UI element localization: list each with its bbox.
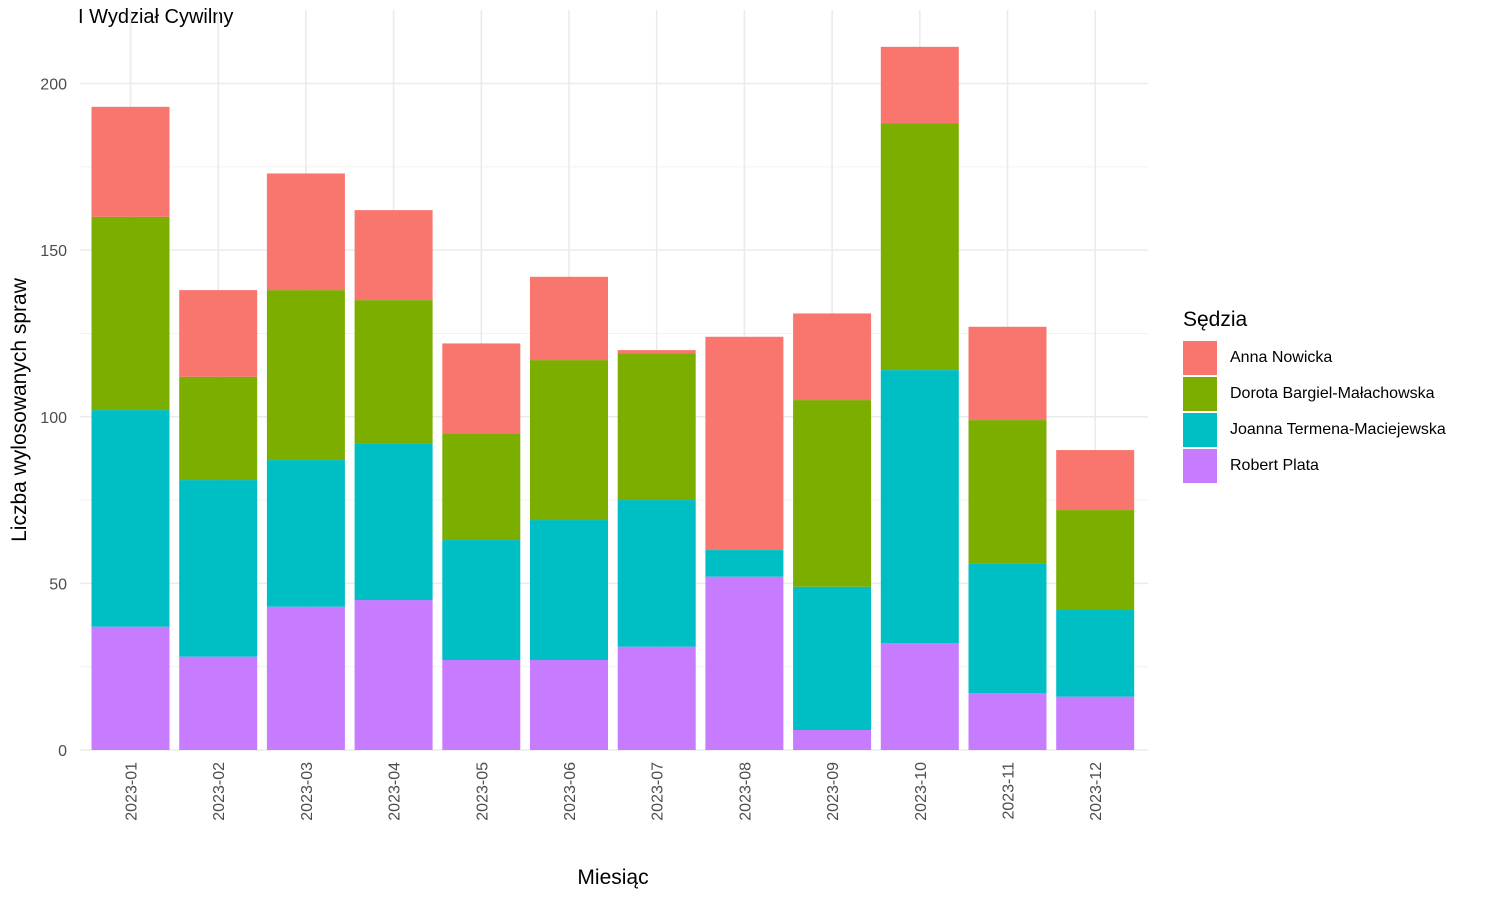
bar-segment [179,376,258,481]
bar-segment [530,520,608,661]
x-axis-ticks: 2023-01 2023-02 2023-03 2023-04 2023-05 2023-… [124,762,1106,821]
x-tick-label: 2023-04 [387,762,404,821]
bar-segment [354,443,433,601]
chart-title: I Wydział Cywilny [78,6,234,28]
bar-segment [968,563,1047,694]
legend-swatch [1183,341,1217,375]
y-tick-label: 200 [40,77,67,94]
x-tick-label: 2023-05 [474,762,491,821]
y-tick-label: 150 [40,243,67,260]
x-tick-label: 2023-11 [1001,762,1018,820]
bar-segment [1056,450,1135,511]
legend-label: Joanna Termena-Maciejewska [1230,421,1446,438]
legend-item: Robert Plata [1183,448,1446,484]
bar-segment [793,730,872,750]
legend-item: Dorota Bargiel-Małachowska [1183,376,1446,412]
bar-segment [1056,510,1135,611]
bar-segment [91,106,170,217]
bar-segment [442,660,521,750]
bar-segment [354,600,433,750]
x-tick-label: 2023-09 [825,762,842,821]
bar-segment [617,353,696,501]
bar-segment [968,326,1047,421]
bar-segment [530,276,608,361]
x-tick-label: 2023-07 [650,762,667,821]
bar-segment [617,646,696,750]
bars [91,46,1135,750]
legend-item: Anna Nowicka [1183,340,1446,376]
x-tick-label: 2023-06 [562,762,579,821]
x-tick-label: 2023-08 [737,762,754,821]
bar-segment [91,626,170,750]
bar-segment [442,433,521,541]
bar-segment [880,123,959,371]
bar-segment [617,350,696,354]
legend-swatch [1183,413,1217,447]
bar-segment [266,606,345,750]
bar-segment [91,410,170,627]
legend: Sędzia Anna Nowicka Dorota Bargiel-Małach… [1183,308,1446,484]
x-tick-label: 2023-01 [124,762,141,821]
bar-segment [354,210,433,301]
bar-segment [1056,696,1135,750]
legend-swatch [1183,377,1217,411]
bar-segment [880,370,959,644]
bar-segment [442,343,521,434]
bar-segment [617,500,696,647]
bar-segment [1056,610,1135,697]
bar-segment [266,290,345,461]
bar-segment [880,643,959,750]
legend-title: Sędzia [1183,308,1248,331]
bar-segment [793,313,872,401]
legend-item: Joanna Termena-Maciejewska [1183,412,1446,448]
bar-segment [793,586,872,731]
bar-segment [266,173,345,291]
bar-segment [705,576,784,750]
bar-segment [442,540,521,661]
bar-segment [354,300,433,444]
legend-label: Anna Nowicka [1230,349,1333,366]
x-tick-label: 2023-12 [1088,762,1105,821]
x-tick-label: 2023-10 [913,762,930,821]
bar-segment [530,660,608,750]
legend-swatch [1183,449,1217,483]
bar-segment [91,216,170,411]
x-axis-label: Miesiąc [577,866,649,889]
bar-segment [266,460,345,607]
y-tick-label: 50 [49,576,67,593]
bar-segment [705,336,784,551]
bar-segment [179,656,258,750]
legend-label: Dorota Bargiel-Małachowska [1230,385,1435,402]
x-tick-label: 2023-03 [299,762,316,821]
x-tick-label: 2023-02 [211,762,228,821]
legend-label: Robert Plata [1230,457,1319,474]
y-axis-ticks: 0 50 100 150 200 [40,77,67,761]
bar-segment [793,400,872,587]
bar-segment [968,693,1047,750]
bar-segment [880,46,959,124]
bar-segment [705,550,784,577]
bar-segment [179,290,258,377]
y-tick-label: 100 [40,410,67,427]
bar-segment [968,420,1047,564]
y-axis-label: Liczba wylosowanych spraw [8,278,31,542]
y-tick-label: 0 [58,743,67,760]
bar-segment [530,360,608,521]
bar-segment [179,480,258,657]
